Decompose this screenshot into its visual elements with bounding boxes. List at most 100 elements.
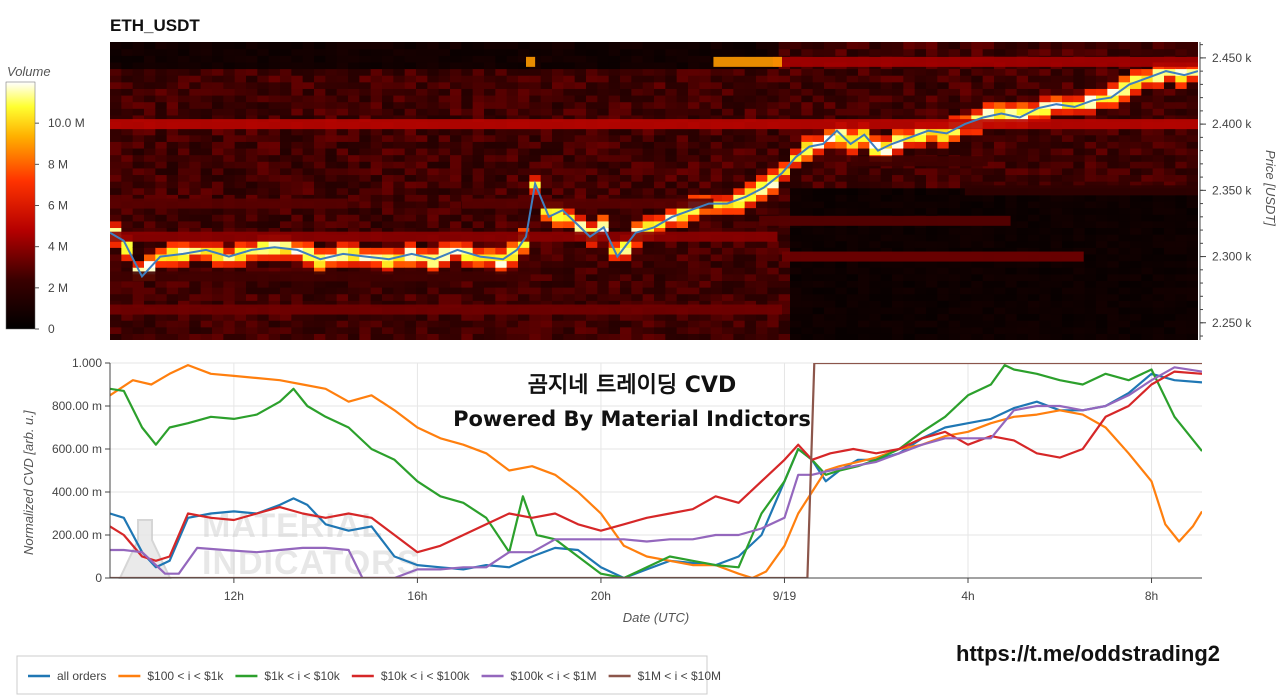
heatmap-cell <box>427 134 440 142</box>
heatmap-cell <box>858 247 870 255</box>
heatmap-cell <box>518 253 530 262</box>
heatmap-cell <box>189 147 202 156</box>
heatmap-cell <box>314 141 326 149</box>
heatmap-cell <box>110 267 122 275</box>
heatmap-cell <box>484 108 496 116</box>
heatmap-cell <box>336 134 349 142</box>
heatmap-cell <box>438 214 451 222</box>
heatmap-cell <box>121 42 134 50</box>
heatmap-cell <box>869 300 882 308</box>
heatmap-cell <box>903 128 916 136</box>
heatmap-cell <box>937 267 950 275</box>
heatmap-cell <box>495 75 508 83</box>
heatmap-cell <box>767 326 780 334</box>
heatmap-cell <box>155 300 168 308</box>
heatmap-cell <box>778 88 791 96</box>
heatmap-cell <box>472 68 485 76</box>
heatmap-cell <box>846 147 859 156</box>
heatmap-cell <box>178 320 190 328</box>
heatmap-cell <box>586 134 598 142</box>
heatmap-cell <box>404 55 417 63</box>
heatmap-cell <box>529 154 542 162</box>
heatmap-cell <box>778 273 791 281</box>
heatmap-cell <box>1028 260 1040 268</box>
heatmap-cell <box>495 194 508 202</box>
heatmap-cell <box>744 94 757 103</box>
heatmap-cell <box>1062 141 1074 149</box>
heatmap-cell <box>529 280 542 288</box>
heatmap-cell <box>370 81 383 89</box>
heatmap-cell <box>846 88 859 96</box>
heatmap-cell <box>586 181 598 189</box>
heatmap-cell <box>1164 194 1176 202</box>
heatmap-cell <box>1096 114 1108 123</box>
heatmap-cell <box>982 81 995 89</box>
heatmap-cell <box>291 320 304 328</box>
heatmap-cell <box>325 181 338 189</box>
heatmap-cell <box>336 247 349 255</box>
heatmap-cell <box>472 300 485 308</box>
heatmap-cell <box>892 293 904 301</box>
heatmap-cell <box>314 94 326 103</box>
heatmap-cell <box>1164 161 1176 169</box>
heatmap-cell <box>608 214 621 222</box>
heatmap-cell <box>144 287 156 295</box>
heatmap-cell <box>676 134 689 142</box>
heatmap-cell <box>370 260 383 268</box>
heatmap-cell <box>631 42 644 50</box>
heatmap-cell <box>540 194 553 202</box>
heatmap-cell <box>631 61 644 70</box>
heatmap-cell <box>1050 181 1063 189</box>
heatmap-cell <box>1107 101 1120 109</box>
heatmap-cell <box>801 320 814 328</box>
heatmap-cell <box>756 207 768 215</box>
heatmap-cell <box>880 306 893 315</box>
heatmap-cell <box>359 313 372 321</box>
heatmap-cell <box>325 326 338 334</box>
heatmap-cell <box>948 234 961 242</box>
heatmap-cell <box>506 287 519 295</box>
heatmap-cell <box>608 194 621 202</box>
heatmap-cell <box>676 287 689 295</box>
heatmap-cell <box>484 161 496 169</box>
heatmap-cell <box>654 247 666 255</box>
heatmap-cell <box>654 141 666 149</box>
heatmap-cell <box>1107 300 1120 308</box>
heatmap-cell <box>280 68 292 76</box>
heatmap-cell <box>416 174 428 182</box>
heatmap-cell <box>200 260 213 268</box>
heatmap-cell <box>631 194 644 202</box>
heatmap-cell <box>1186 247 1198 255</box>
telegram-link[interactable]: https://t.me/oddstrading2 <box>956 641 1220 666</box>
heatmap-cell <box>869 42 882 50</box>
heatmap-cell <box>597 167 610 176</box>
heatmap-cell <box>620 273 632 281</box>
heatmap-cell <box>835 293 848 301</box>
heatmap-cell <box>529 61 542 70</box>
heatmap-cell <box>574 320 587 328</box>
heatmap-cell <box>631 114 644 123</box>
heatmap-cell <box>1118 220 1131 229</box>
heatmap-cell <box>257 167 270 176</box>
heatmap-cell <box>427 260 440 268</box>
heatmap-cell <box>1062 194 1074 202</box>
heatmap-cell <box>744 240 757 248</box>
heatmap-cell <box>314 187 326 195</box>
heatmap-cell <box>1164 260 1176 268</box>
heatmap-cell <box>552 141 564 149</box>
heatmap-cell <box>620 207 632 215</box>
heatmap-cell <box>359 55 372 63</box>
heatmap-cell <box>914 75 927 83</box>
heatmap-cell <box>336 181 349 189</box>
colorbar-tick-label: 4 M <box>48 240 68 254</box>
heatmap-cell <box>994 48 1006 56</box>
heatmap-cell <box>291 55 304 63</box>
heatmap-cell <box>178 81 190 89</box>
heatmap-cell <box>404 300 417 308</box>
heatmap-cell <box>234 260 247 268</box>
heatmap-cell <box>1084 154 1097 162</box>
heatmap-cell <box>1016 300 1029 308</box>
heatmap-cell <box>1186 174 1198 182</box>
heatmap-cell <box>1141 101 1154 109</box>
heatmap-cell <box>1028 154 1040 162</box>
